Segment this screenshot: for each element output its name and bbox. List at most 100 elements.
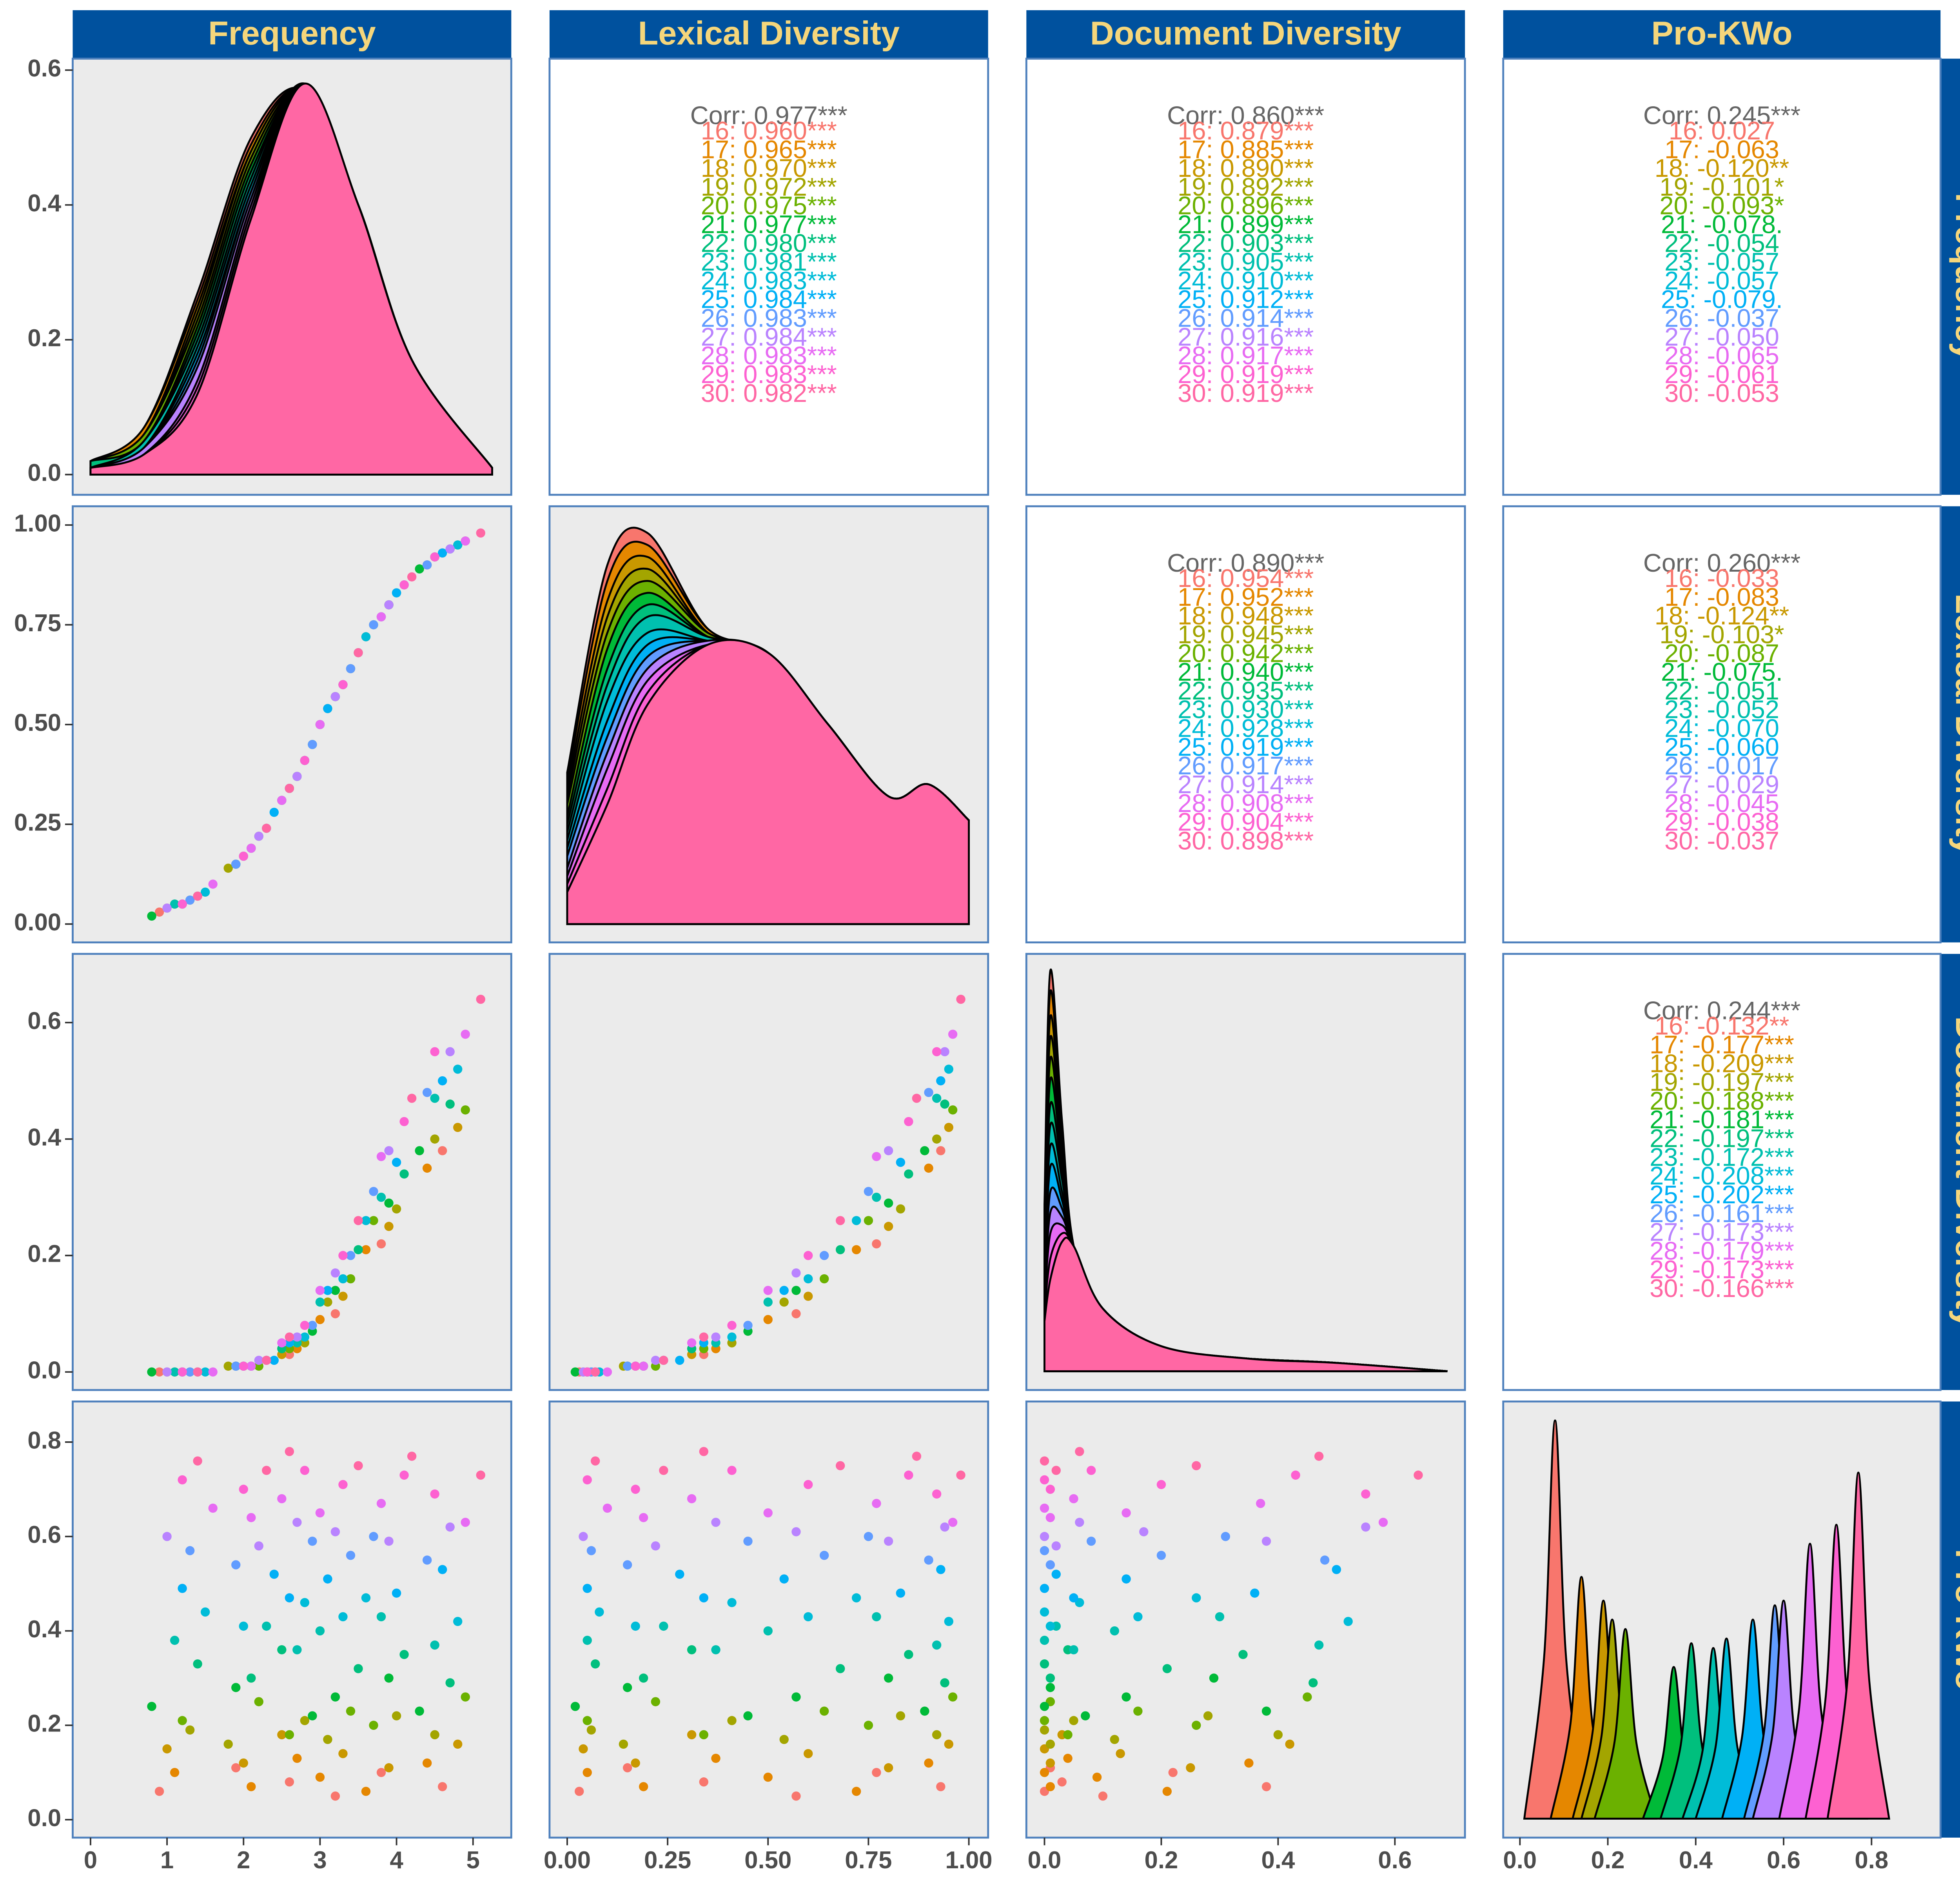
point — [330, 1309, 340, 1319]
point — [437, 1076, 447, 1086]
panel-background — [73, 1401, 512, 1838]
point — [1156, 1551, 1166, 1560]
point — [323, 1574, 332, 1584]
point — [476, 1470, 485, 1480]
point — [422, 1163, 432, 1173]
point — [415, 1706, 424, 1716]
point — [239, 1621, 248, 1631]
point — [399, 1169, 409, 1179]
point — [1092, 1773, 1102, 1782]
point — [1045, 1621, 1055, 1631]
point — [376, 612, 386, 621]
point — [932, 1640, 942, 1650]
panel: Corr: 0.977***16: 0.960***17: 0.965***18… — [548, 58, 989, 496]
panel-background — [1026, 506, 1465, 943]
point — [292, 1645, 302, 1655]
point — [308, 1711, 317, 1720]
point — [884, 1763, 893, 1773]
point — [376, 1152, 386, 1161]
panel-border — [548, 58, 989, 496]
correlation-group: 28: 0.983*** — [701, 341, 837, 370]
column-strip — [1026, 10, 1465, 59]
x-tick-label: 0.50 — [744, 1847, 791, 1874]
point — [392, 1711, 401, 1720]
x-tick-label: 0.6 — [1767, 1847, 1800, 1874]
point — [651, 1697, 661, 1706]
point — [422, 1555, 432, 1565]
point — [407, 572, 417, 582]
point — [639, 1673, 648, 1683]
point — [743, 1711, 753, 1720]
point — [330, 1692, 340, 1702]
point — [639, 1361, 648, 1371]
point — [743, 1537, 753, 1546]
point — [338, 1749, 348, 1758]
point — [285, 1730, 294, 1740]
x-tick-label: 0.2 — [1591, 1847, 1625, 1874]
point — [1045, 1513, 1055, 1522]
point — [369, 1720, 378, 1730]
panel — [72, 58, 512, 496]
point — [651, 1355, 661, 1365]
correlation-group: 22: -0.054 — [1664, 229, 1779, 257]
point — [277, 1730, 287, 1740]
point — [1244, 1758, 1254, 1768]
point — [178, 1475, 187, 1485]
panel-border — [1025, 953, 1466, 1391]
correlation-group: 16: 0.027 — [1669, 116, 1775, 145]
point — [1332, 1565, 1341, 1574]
y-tick-label: 1.00 — [14, 510, 61, 537]
correlation-group: 24: -0.057 — [1664, 266, 1779, 295]
point — [940, 1099, 949, 1109]
point — [884, 1673, 893, 1683]
x-tick-label: 5 — [466, 1847, 480, 1874]
point — [269, 1570, 279, 1579]
point — [727, 1466, 737, 1475]
correlation-group: 25: 0.984*** — [701, 285, 837, 314]
point — [1051, 1541, 1061, 1551]
point — [361, 1216, 371, 1225]
correlation-group: 25: 0.912*** — [1178, 285, 1314, 314]
x-tick-label: 0 — [84, 1847, 97, 1874]
point — [461, 1692, 470, 1702]
density — [566, 639, 970, 925]
correlation-group: 27: -0.029 — [1664, 770, 1779, 799]
point — [376, 1192, 386, 1202]
point — [223, 1361, 233, 1371]
point — [583, 1768, 592, 1777]
correlation-group: 27: -0.173*** — [1650, 1218, 1794, 1246]
point — [851, 1245, 861, 1254]
point — [819, 1706, 829, 1716]
point — [292, 1753, 302, 1763]
point — [574, 1787, 584, 1796]
point — [936, 1076, 946, 1086]
panel-border — [72, 58, 512, 496]
point — [864, 1187, 873, 1196]
point — [804, 1292, 813, 1301]
point — [639, 1513, 648, 1522]
correlation-overall: Corr: 0.244*** — [1643, 996, 1800, 1025]
point — [392, 588, 401, 598]
correlation-group: 23: -0.052 — [1664, 695, 1779, 724]
point — [791, 1791, 801, 1801]
correlation-group: 24: 0.983*** — [701, 266, 837, 295]
point — [904, 1650, 913, 1659]
point — [346, 1251, 356, 1260]
correlation-overall: Corr: 0.260*** — [1643, 549, 1800, 577]
point — [727, 1332, 737, 1342]
point — [583, 1716, 592, 1725]
point — [944, 1739, 954, 1749]
point — [231, 1560, 241, 1570]
point — [147, 911, 156, 921]
density — [1593, 1628, 1658, 1820]
point — [872, 1239, 881, 1249]
point — [1122, 1574, 1131, 1584]
point — [361, 1787, 371, 1796]
point — [1256, 1499, 1265, 1508]
correlation-group: 27: -0.050 — [1664, 322, 1779, 351]
point — [384, 1222, 394, 1231]
y-tick-label: 0.50 — [14, 709, 61, 736]
point — [147, 1702, 156, 1711]
point — [1361, 1522, 1370, 1532]
